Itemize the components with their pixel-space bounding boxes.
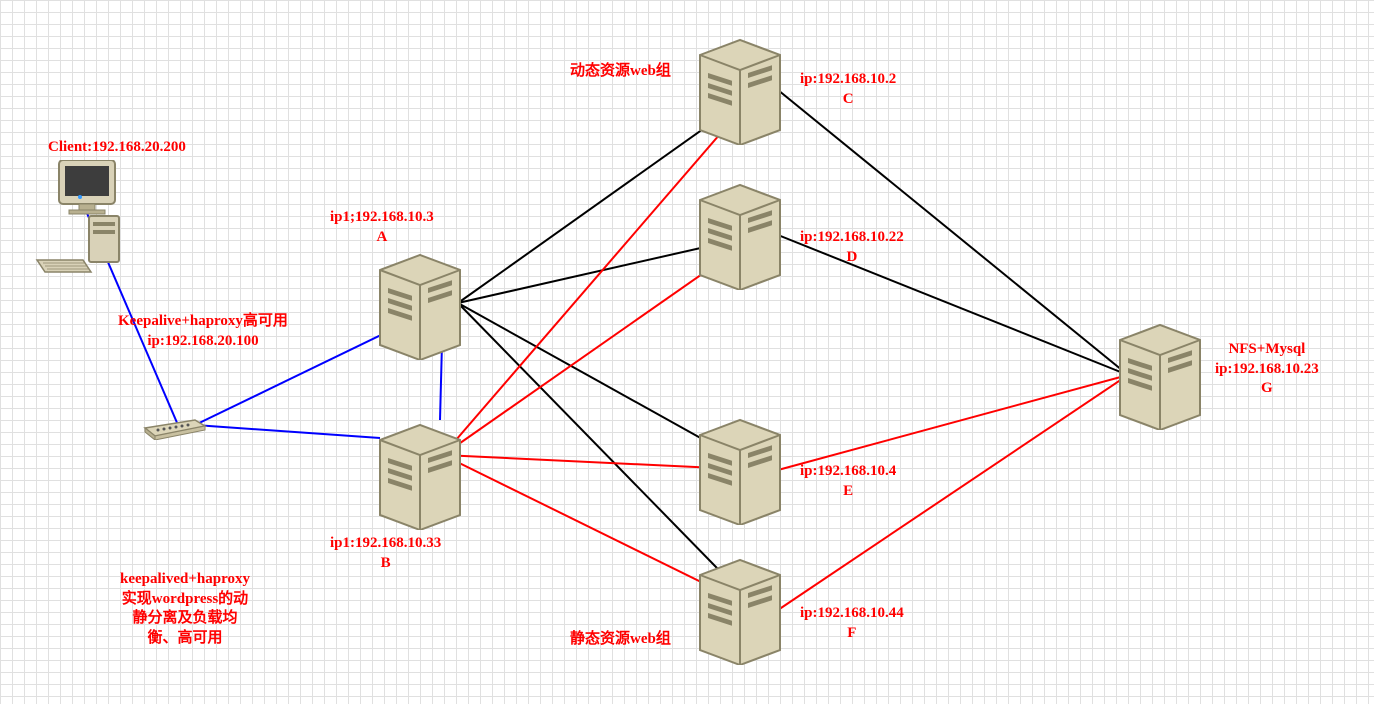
label-node-e-ip: ip:192.168.10.4 (800, 463, 896, 479)
label-keepalive-line1: Keepalive+haproxy高可用 (118, 313, 288, 329)
label-description: keepalived+haproxy 实现wordpress的动 静分离及负载均… (120, 570, 250, 648)
label-node-a-ip: ip1;192.168.10.3 (330, 209, 434, 225)
label-node-d-ip: ip:192.168.10.22 (800, 229, 904, 245)
node-server-d (690, 180, 790, 295)
label-node-f-code: F (847, 625, 856, 641)
label-node-b: ip1:192.168.10.33 B (330, 534, 441, 573)
label-desc-line4: 衡、高可用 (147, 630, 222, 646)
label-keepalive-line2: ip:192.168.20.100 (147, 333, 258, 349)
label-node-f-ip: ip:192.168.10.44 (800, 605, 904, 621)
label-static-group: 静态资源web组 (570, 630, 671, 650)
label-dynamic-group: 动态资源web组 (570, 62, 671, 82)
label-node-g-code: G (1261, 380, 1273, 396)
node-server-c (690, 35, 790, 150)
node-switch (140, 410, 210, 445)
label-node-d-code: D (846, 249, 857, 265)
label-desc-line1: keepalived+haproxy (120, 571, 250, 587)
node-server-g (1110, 320, 1210, 435)
label-desc-line2: 实现wordpress的动 (122, 591, 248, 607)
node-server-a (370, 250, 470, 365)
node-server-b (370, 420, 470, 535)
label-node-g-title: NFS+Mysql (1228, 341, 1305, 357)
label-keepalive: Keepalive+haproxy高可用 ip:192.168.20.100 (118, 312, 288, 351)
label-node-c-code: C (843, 91, 854, 107)
node-server-f (690, 555, 790, 670)
label-node-c-ip: ip:192.168.10.2 (800, 71, 896, 87)
label-node-g-ip: ip:192.168.10.23 (1215, 361, 1319, 377)
label-node-b-ip: ip1:192.168.10.33 (330, 535, 441, 551)
label-node-a: ip1;192.168.10.3 A (330, 208, 434, 247)
label-node-c: ip:192.168.10.2 C (800, 70, 896, 109)
label-node-f: ip:192.168.10.44 F (800, 604, 904, 643)
label-node-e-code: E (843, 483, 853, 499)
label-desc-line3: 静分离及负载均 (132, 610, 237, 626)
label-client: Client:192.168.20.200 (48, 138, 186, 158)
label-node-b-code: B (381, 555, 391, 571)
label-node-e: ip:192.168.10.4 E (800, 462, 896, 501)
label-node-a-code: A (376, 229, 387, 245)
node-client (35, 160, 135, 280)
label-node-g: NFS+Mysql ip:192.168.10.23 G (1215, 340, 1319, 399)
label-node-d: ip:192.168.10.22 D (800, 228, 904, 267)
node-server-e (690, 415, 790, 530)
